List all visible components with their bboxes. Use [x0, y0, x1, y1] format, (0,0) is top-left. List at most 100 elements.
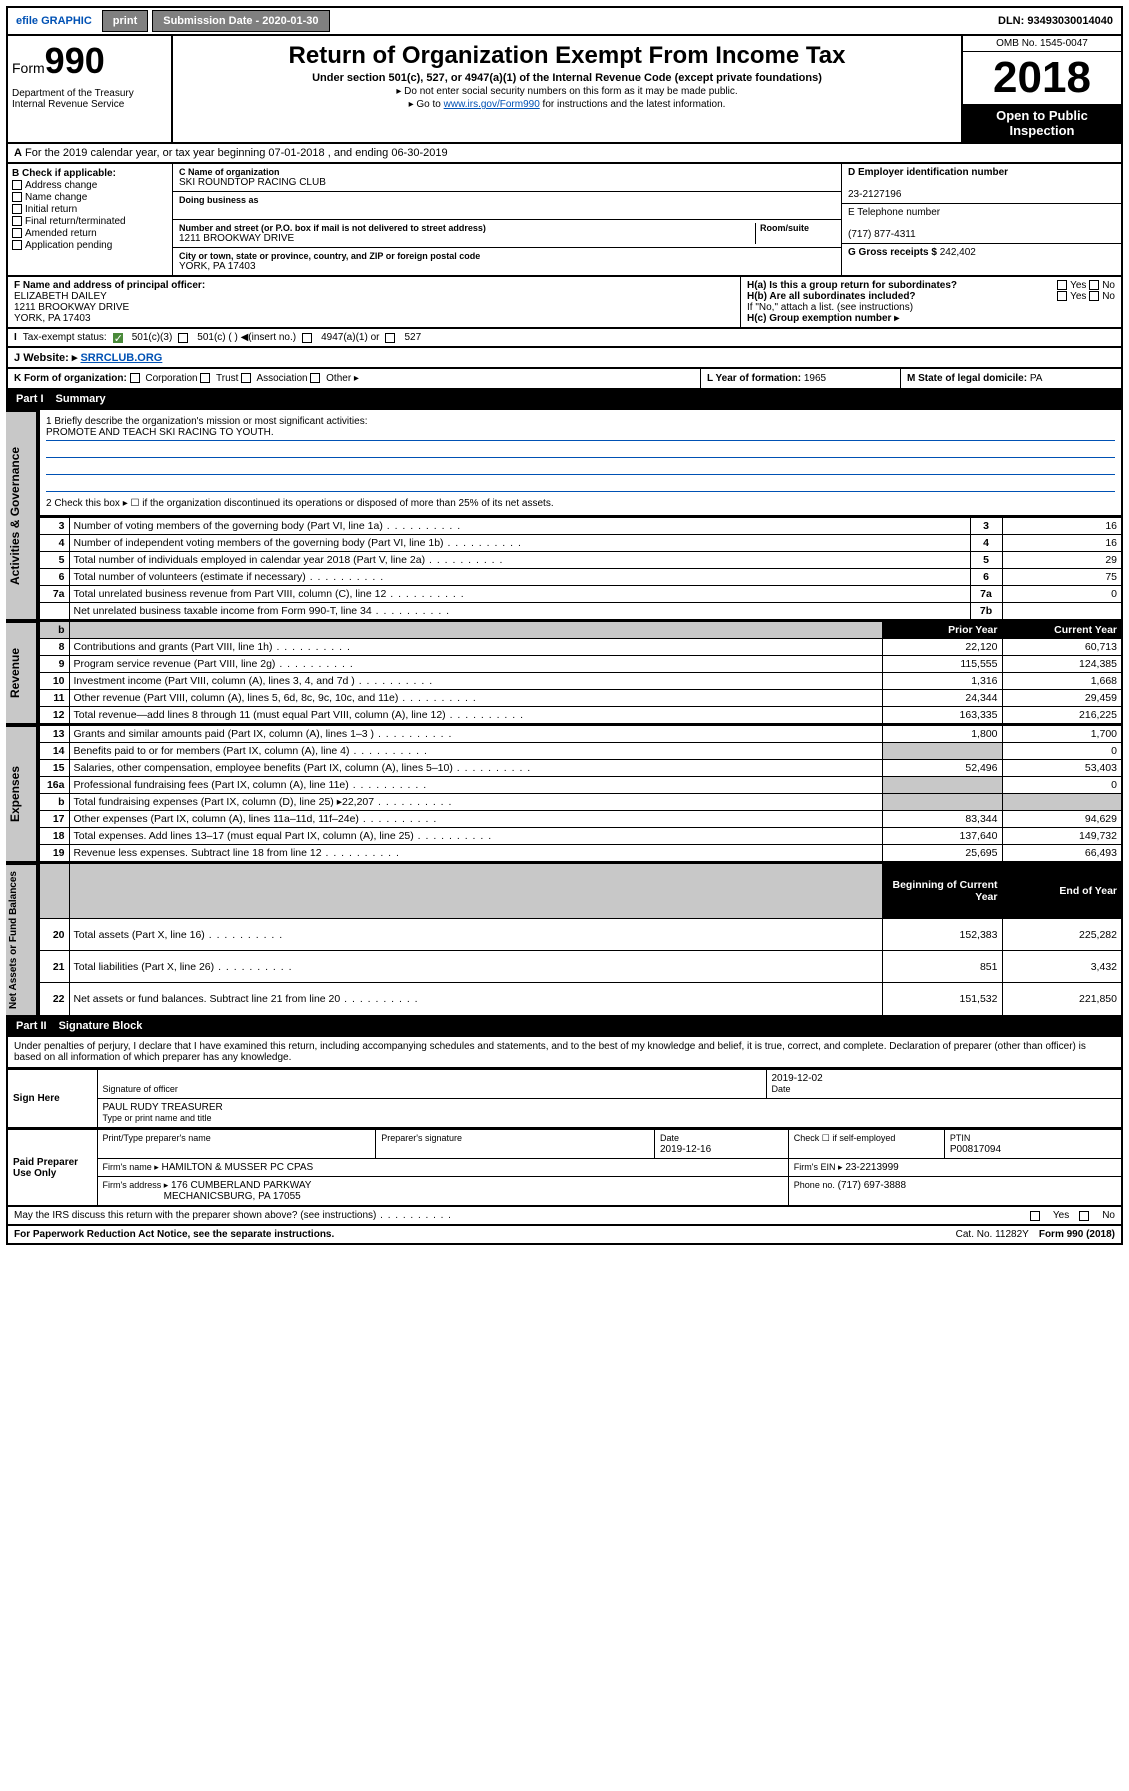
addr-label: Number and street (or P.O. box if mail i…: [179, 223, 755, 233]
chk-discuss-yes[interactable]: [1030, 1211, 1040, 1221]
ha-label: H(a) Is this a group return for subordin…: [747, 280, 957, 291]
form-note-2: ▸ Go to www.irs.gov/Form990 for instruct…: [179, 99, 955, 110]
mission-box: 1 Briefly describe the organization's mi…: [38, 410, 1123, 517]
tax-status-label: Tax-exempt status:: [23, 332, 107, 343]
open-public-badge: Open to Public Inspection: [963, 104, 1121, 142]
part2-num: Part II: [16, 1020, 47, 1032]
row-label: Salaries, other compensation, employee b…: [69, 760, 882, 777]
firm-name: HAMILTON & MUSSER PC CPAS: [162, 1162, 314, 1173]
prior-value: [882, 743, 1002, 760]
chk-corporation[interactable]: [130, 373, 140, 383]
chk-trust[interactable]: [200, 373, 210, 383]
officer-printed-label: Type or print name and title: [103, 1113, 212, 1123]
row-label: Program service revenue (Part VIII, line…: [69, 656, 882, 673]
row-num: 14: [39, 743, 69, 760]
form-org-label: K Form of organization:: [14, 373, 127, 384]
row-label: Contributions and grants (Part VIII, lin…: [69, 639, 882, 656]
opt-501c3: 501(c)(3): [132, 332, 173, 343]
perjury-statement: Under penalties of perjury, I declare th…: [6, 1037, 1123, 1069]
form-title: Return of Organization Exempt From Incom…: [179, 42, 955, 70]
chk-501c[interactable]: [178, 333, 188, 343]
chk-assoc[interactable]: [241, 373, 251, 383]
firm-phone-label: Phone no.: [794, 1180, 835, 1190]
paperwork-row: For Paperwork Reduction Act Notice, see …: [6, 1226, 1123, 1245]
part2-title: Signature Block: [59, 1020, 143, 1032]
efile-link[interactable]: efile GRAPHIC: [8, 11, 100, 31]
chk-527[interactable]: [385, 333, 395, 343]
prior-value: 52,496: [882, 760, 1002, 777]
discuss-label: May the IRS discuss this return with the…: [14, 1210, 452, 1221]
chk-4947[interactable]: [302, 333, 312, 343]
chk-discuss-no[interactable]: [1079, 1211, 1089, 1221]
officer-label: F Name and address of principal officer:: [14, 280, 205, 291]
print-button[interactable]: print: [102, 10, 148, 32]
row-label: Total unrelated business revenue from Pa…: [69, 586, 970, 603]
row-label: Total number of individuals employed in …: [69, 552, 970, 569]
current-value: [1002, 794, 1122, 811]
row-tag: 4: [970, 535, 1002, 552]
row-label: Total assets (Part X, line 16): [69, 918, 882, 950]
opt-501c: 501(c) ( ) ◀(insert no.): [197, 332, 296, 343]
chk-address-change[interactable]: Address change: [12, 180, 168, 191]
row-klm: K Form of organization: Corporation Trus…: [6, 369, 1123, 390]
row-tag: 3: [970, 518, 1002, 535]
chk-app-pending[interactable]: Application pending: [12, 240, 168, 251]
netassets-table: Beginning of Current Year End of Year20 …: [38, 863, 1123, 1017]
prior-value: [882, 777, 1002, 794]
prior-value: 1,316: [882, 673, 1002, 690]
prior-value: 22,120: [882, 639, 1002, 656]
check-self-employed[interactable]: Check ☐ if self-employed: [794, 1133, 896, 1143]
row-tag: 7b: [970, 603, 1002, 621]
row-num: 21: [39, 951, 69, 983]
box-i: I Tax-exempt status: 501(c)(3) 501(c) ( …: [6, 329, 1123, 348]
prior-value: [882, 794, 1002, 811]
row-value: 29: [1002, 552, 1122, 569]
note2-post: for instructions and the latest informat…: [540, 99, 726, 110]
row-num: 16a: [39, 777, 69, 794]
discuss-row: May the IRS discuss this return with the…: [6, 1207, 1123, 1226]
row-value: 0: [1002, 586, 1122, 603]
current-value: 3,432: [1002, 951, 1122, 983]
irs-link[interactable]: www.irs.gov/Form990: [444, 99, 540, 110]
prior-value: 25,695: [882, 845, 1002, 863]
row-label: Total number of volunteers (estimate if …: [69, 569, 970, 586]
vtab-expenses: Expenses: [6, 725, 38, 863]
row-num: 19: [39, 845, 69, 863]
chk-name-change[interactable]: Name change: [12, 192, 168, 203]
form-990-num: 990: [45, 40, 105, 81]
prep-date-label: Date: [660, 1133, 679, 1143]
form-subtitle: Under section 501(c), 527, or 4947(a)(1)…: [179, 72, 955, 84]
form-number: Form990: [12, 40, 167, 82]
box-l: L Year of formation: 1965: [701, 369, 901, 388]
prior-value: 24,344: [882, 690, 1002, 707]
dba-label: Doing business as: [179, 195, 835, 205]
box-h: H(a) Is this a group return for subordin…: [741, 277, 1121, 327]
row-num: 15: [39, 760, 69, 777]
row-label: Investment income (Part VIII, column (A)…: [69, 673, 882, 690]
row-label: Net assets or fund balances. Subtract li…: [69, 983, 882, 1016]
box-c: C Name of organization SKI ROUNDTOP RACI…: [173, 164, 841, 275]
ptin-label: PTIN: [950, 1133, 971, 1143]
row-num: 12: [39, 707, 69, 725]
phone-label: E Telephone number: [848, 207, 940, 218]
identity-grid: B Check if applicable: Address change Na…: [6, 164, 1123, 277]
chk-other[interactable]: [310, 373, 320, 383]
chk-label: Application pending: [25, 240, 112, 251]
row-label: Benefits paid to or for members (Part IX…: [69, 743, 882, 760]
prep-date: 2019-12-16: [660, 1144, 711, 1155]
website-link[interactable]: SRRCLUB.ORG: [80, 352, 162, 364]
part2-header: Part II Signature Block: [6, 1017, 1123, 1037]
submission-date-button[interactable]: Submission Date - 2020-01-30: [152, 10, 329, 32]
governance-table: 3 Number of voting members of the govern…: [38, 517, 1123, 621]
part1-title: Summary: [56, 393, 106, 405]
row-num: 4: [39, 535, 69, 552]
hb-label: H(b) Are all subordinates included?: [747, 291, 916, 302]
row-label: Total liabilities (Part X, line 26): [69, 951, 882, 983]
chk-initial-return[interactable]: Initial return: [12, 204, 168, 215]
chk-amended-return[interactable]: Amended return: [12, 228, 168, 239]
dept-label: Department of the Treasury Internal Reve…: [12, 88, 167, 110]
prior-value: 152,383: [882, 918, 1002, 950]
chk-final-return[interactable]: Final return/terminated: [12, 216, 168, 227]
firm-addr1: 176 CUMBERLAND PARKWAY: [171, 1180, 311, 1191]
chk-501c3[interactable]: [113, 333, 123, 343]
